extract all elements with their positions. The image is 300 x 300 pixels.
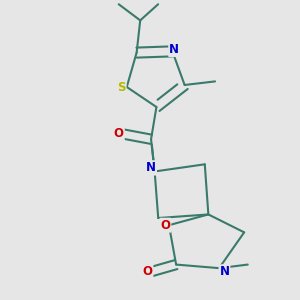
Text: N: N	[220, 265, 230, 278]
Text: N: N	[146, 161, 156, 174]
Text: O: O	[160, 219, 170, 232]
Text: S: S	[117, 80, 126, 94]
Text: O: O	[114, 128, 124, 140]
Text: O: O	[142, 265, 152, 278]
Text: N: N	[169, 43, 179, 56]
Text: N: N	[146, 161, 156, 174]
